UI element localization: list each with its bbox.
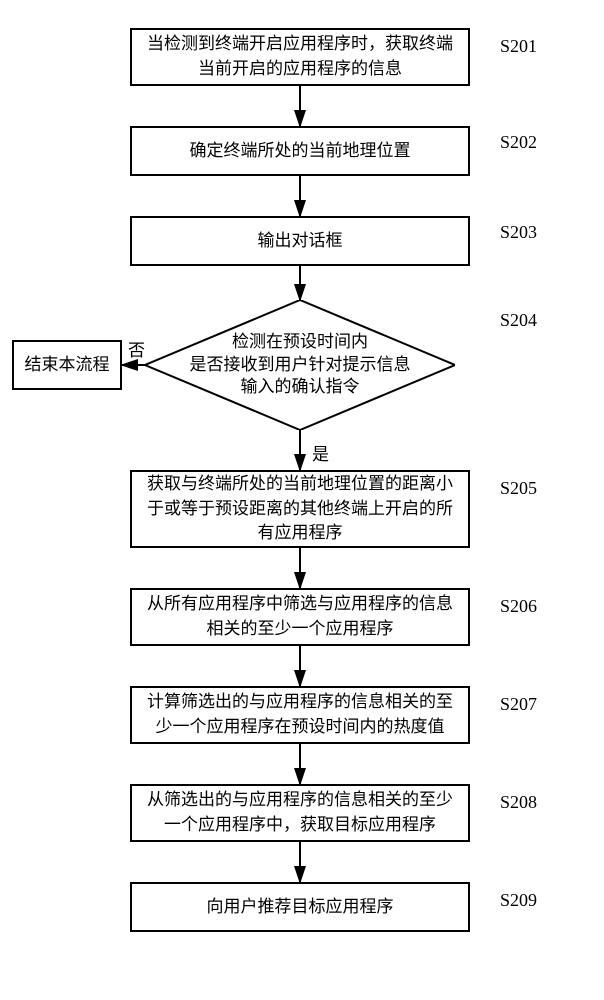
node-end: 结束本流程 — [12, 340, 122, 390]
node-text: 计算筛选出的与应用程序的信息相关的至少一个应用程序在预设时间内的热度值 — [142, 690, 458, 739]
node-text: 获取与终端所处的当前地理位置的距离小于或等于预设距离的其他终端上开启的所有应用程… — [142, 472, 458, 546]
node-s202: 确定终端所处的当前地理位置 — [130, 126, 470, 176]
node-s209: 向用户推荐目标应用程序 — [130, 882, 470, 932]
step-label-s207: S207 — [500, 694, 537, 715]
edge-label-s204-end: 否 — [128, 336, 145, 361]
step-label-s209: S209 — [500, 890, 537, 911]
node-s207: 计算筛选出的与应用程序的信息相关的至少一个应用程序在预设时间内的热度值 — [130, 686, 470, 744]
node-text: 结束本流程 — [25, 353, 110, 378]
step-label-s201: S201 — [500, 36, 537, 57]
step-label-s208: S208 — [500, 792, 537, 813]
step-label-s205: S205 — [500, 478, 537, 499]
node-text: 确定终端所处的当前地理位置 — [190, 139, 411, 164]
node-text: 当检测到终端开启应用程序时，获取终端当前开启的应用程序的信息 — [142, 32, 458, 81]
node-text: 向用户推荐目标应用程序 — [207, 895, 394, 920]
flowchart-canvas: 当检测到终端开启应用程序时，获取终端当前开启的应用程序的信息 S201 确定终端所处… — [0, 0, 604, 1000]
node-s203: 输出对话框 — [130, 216, 470, 266]
node-s206: 从所有应用程序中筛选与应用程序的信息相关的至少一个应用程序 — [130, 588, 470, 646]
step-label-s203: S203 — [500, 222, 537, 243]
step-label-s204: S204 — [500, 310, 537, 331]
node-text: 从筛选出的与应用程序的信息相关的至少一个应用程序中，获取目标应用程序 — [142, 788, 458, 837]
node-s208: 从筛选出的与应用程序的信息相关的至少一个应用程序中，获取目标应用程序 — [130, 784, 470, 842]
node-s201: 当检测到终端开启应用程序时，获取终端当前开启的应用程序的信息 — [130, 28, 470, 86]
node-s204: 检测在预设时间内是否接收到用户针对提示信息输入的确认指令 — [145, 300, 455, 430]
edge-label-s204-s205: 是 — [312, 440, 329, 465]
node-text: 从所有应用程序中筛选与应用程序的信息相关的至少一个应用程序 — [142, 592, 458, 641]
step-label-s202: S202 — [500, 132, 537, 153]
step-label-s206: S206 — [500, 596, 537, 617]
node-s205: 获取与终端所处的当前地理位置的距离小于或等于预设距离的其他终端上开启的所有应用程… — [130, 470, 470, 548]
node-text: 输出对话框 — [258, 229, 343, 254]
node-text: 检测在预设时间内是否接收到用户针对提示信息输入的确认指令 — [145, 300, 455, 430]
